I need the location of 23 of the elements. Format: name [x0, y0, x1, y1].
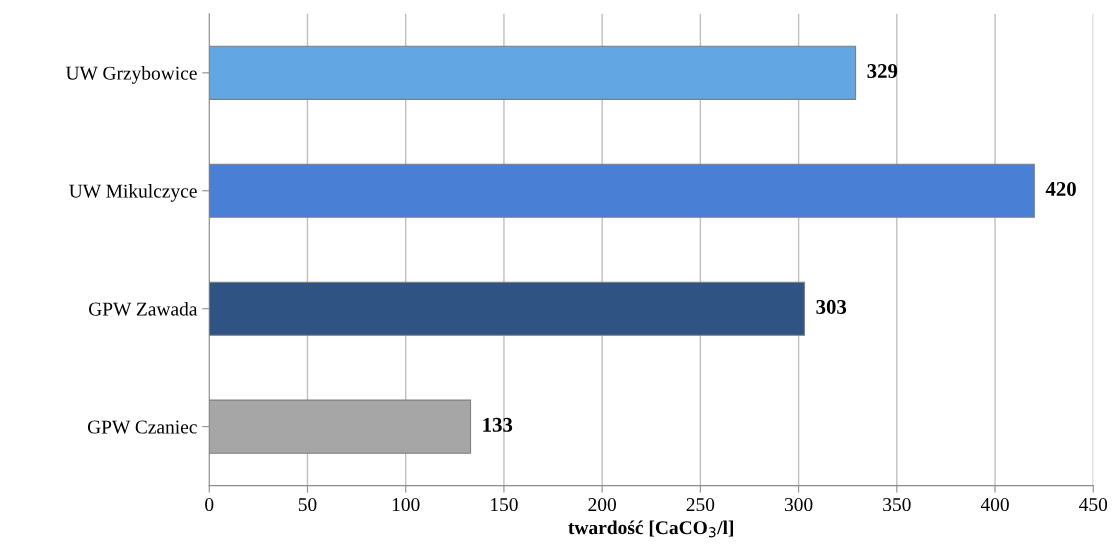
y-tick-label: UW Grzybowice	[65, 66, 197, 84]
data-label: 133	[483, 417, 513, 432]
x-tick-label: 250	[686, 497, 715, 512]
bar	[209, 45, 857, 100]
y-tick-label: UW Mikulczyce	[69, 184, 197, 202]
x-tick-label: 0	[205, 497, 214, 512]
data-label: 329	[867, 64, 898, 79]
data-label: 303	[816, 299, 847, 314]
x-tick-label: 300	[784, 497, 813, 512]
x-tick-label: 400	[980, 497, 1009, 512]
bar	[209, 163, 1035, 218]
x-axis-title: twardość [CaCO$_{3}$/l]	[568, 520, 734, 538]
x-tick-label: 100	[392, 497, 420, 512]
x-tick-label: 200	[588, 497, 616, 512]
x-tick-label: 50	[298, 497, 317, 512]
x-tick-label: 450	[1079, 497, 1108, 512]
y-tick-label: GPW Zawada	[88, 301, 198, 316]
x-tick-label: 150	[491, 497, 518, 512]
y-tick-label: GPW Czaniec	[87, 420, 197, 434]
bar	[209, 399, 472, 454]
x-tick-label: 350	[883, 497, 911, 512]
bar	[209, 281, 806, 336]
data-label: 420	[1045, 181, 1076, 196]
